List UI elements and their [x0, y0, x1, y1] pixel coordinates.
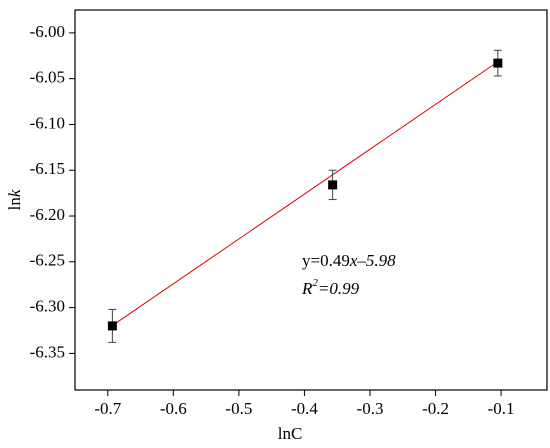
annotation-part: x–5.98	[349, 251, 396, 270]
annotation-part: y=0.49	[302, 251, 350, 270]
plot-frame	[74, 9, 548, 391]
annotation-part: =0.99	[318, 279, 360, 298]
y-label-part: ln	[5, 197, 24, 211]
x-tick-label: -0.4	[291, 399, 318, 418]
x-tick-label: -0.5	[225, 399, 252, 418]
x-tick-label: -0.6	[160, 399, 187, 418]
annotation-part: R	[301, 279, 313, 298]
data-point	[107, 321, 117, 331]
y-tick-label: -6.30	[30, 296, 65, 315]
y-tick-label: -6.05	[30, 68, 65, 87]
x-tick-label: -0.3	[357, 399, 384, 418]
y-tick-label: -6.00	[30, 22, 65, 41]
annotation: R2=0.99	[301, 277, 360, 298]
y-axis-label: lnk	[5, 189, 24, 210]
y-label-part: k	[5, 189, 24, 197]
y-tick-label: -6.15	[30, 159, 65, 178]
data-point	[493, 58, 503, 68]
y-tick-label: -6.25	[30, 251, 65, 270]
annotation-part: 2	[312, 277, 318, 289]
x-tick-label: -0.1	[488, 399, 515, 418]
annotation: y=0.49x–5.98	[302, 251, 396, 270]
y-tick-label: -6.35	[30, 342, 65, 361]
fit-line	[112, 61, 499, 326]
x-tick-label: -0.2	[422, 399, 449, 418]
x-tick-label: -0.7	[94, 399, 121, 418]
x-axis-label: lnC	[278, 424, 303, 443]
y-tick-label: -6.10	[30, 113, 65, 132]
y-tick-label: -6.20	[30, 205, 65, 224]
data-point	[328, 180, 338, 190]
